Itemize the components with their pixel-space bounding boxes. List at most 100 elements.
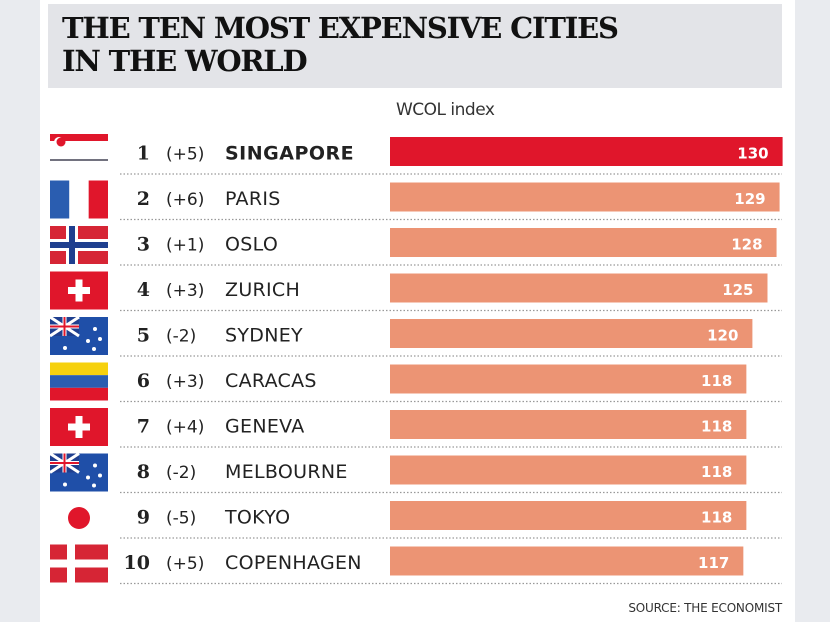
flag-part [68, 423, 90, 431]
flag-part [50, 180, 70, 219]
bar [390, 182, 780, 212]
rank-change-label: (+4) [166, 418, 204, 438]
rank-label: 8 [137, 461, 150, 483]
city-label: SYDNEY [225, 325, 303, 347]
rank-change-label: (-5) [166, 509, 196, 529]
flag-star [86, 339, 90, 343]
norway-flag-icon [50, 226, 108, 264]
singapore-flag-icon [50, 134, 108, 161]
france-flag-icon [50, 180, 108, 219]
bar [390, 273, 768, 303]
flag-star [92, 483, 96, 488]
bar [390, 319, 753, 348]
rank-change-label: (+6) [166, 190, 204, 210]
rank-change-label: (-2) [166, 463, 196, 483]
rank-change-label: (+5) [166, 554, 204, 574]
city-label: CARACAS [225, 370, 317, 392]
bar [390, 410, 747, 439]
value-label: 130 [737, 145, 768, 163]
value-label: 125 [722, 281, 753, 299]
row-copenhagen: 10 (+5) COPENHAGEN 117 [50, 544, 782, 585]
flag-star [93, 327, 97, 331]
flag-star [92, 347, 96, 351]
value-label: 118 [701, 509, 732, 527]
bar [390, 137, 783, 166]
australia-flag-icon [49, 452, 108, 492]
flag-star [63, 482, 67, 487]
rank-label: 10 [124, 552, 150, 574]
flag-star [98, 473, 102, 478]
denmark-flag-icon [50, 544, 108, 583]
row-sydney: 5 (-2) SYDNEY 120 [49, 315, 782, 357]
flag-part [56, 137, 66, 147]
rank-label: 5 [137, 325, 150, 347]
flag-part [88, 180, 108, 219]
row-caracas: 6 (+3) CARACAS 118 [50, 362, 782, 403]
flag-part [69, 180, 89, 219]
flag-part [68, 507, 90, 529]
rank-change-label: (+1) [166, 236, 204, 256]
row-geneva: 7 (+4) GENEVA 118 [50, 408, 782, 448]
row-singapore: 1 (+5) SINGAPORE 130 [50, 134, 783, 175]
flag-part [50, 462, 79, 464]
flag-part [50, 375, 108, 388]
flag-part [50, 134, 108, 141]
city-label: TOKYO [224, 507, 290, 529]
flag-part [50, 559, 108, 568]
bar [390, 228, 777, 257]
row-paris: 2 (+6) PARIS 129 [50, 180, 782, 221]
rank-label: 1 [137, 143, 150, 165]
city-label: SINGAPORE [225, 143, 354, 165]
flag-part [50, 387, 108, 401]
rank-change-label: (+3) [166, 281, 204, 301]
flag-star [86, 475, 90, 480]
rank-change-label: (+3) [166, 372, 204, 392]
rank-label: 2 [137, 188, 150, 210]
bar [390, 546, 744, 576]
city-label: OSLO [225, 234, 278, 256]
rank-label: 7 [137, 416, 150, 438]
value-label: 118 [701, 463, 732, 481]
chart-title: THE TEN MOST EXPENSIVE CITIES IN THE WOR… [62, 11, 619, 78]
city-label: PARIS [225, 188, 281, 210]
rank-label: 3 [137, 234, 150, 256]
switzerland-flag-icon [50, 271, 108, 310]
australia-flag-icon [49, 315, 108, 355]
switzerland-flag-icon [50, 408, 108, 446]
city-label: ZURICH [225, 279, 300, 301]
row-zurich: 4 (+3) ZURICH 125 [50, 271, 782, 312]
flag-part [50, 325, 79, 328]
flag-star [98, 337, 102, 341]
rank-label: 9 [137, 507, 150, 529]
source-note: SOURCE: THE ECONOMIST [628, 601, 782, 615]
value-label: 129 [734, 190, 765, 208]
value-label: 128 [731, 236, 762, 254]
value-label: 120 [707, 327, 738, 345]
title-box: THE TEN MOST EXPENSIVE CITIES IN THE WOR… [48, 4, 782, 88]
value-axis-label: WCOL index [396, 100, 495, 120]
value-label: 117 [698, 554, 729, 572]
venezuela-flag-icon [50, 362, 108, 401]
japan-flag-icon [68, 507, 90, 529]
rank-label: 6 [137, 370, 150, 392]
flag-star [63, 346, 67, 350]
city-label: COPENHAGEN [225, 552, 362, 574]
flag-part [68, 287, 90, 294]
rank-change-label: (+5) [166, 145, 204, 165]
city-label: MELBOURNE [225, 461, 348, 483]
bar [390, 501, 747, 530]
value-label: 118 [701, 372, 732, 390]
flag-star [93, 463, 97, 468]
value-label: 118 [701, 418, 732, 436]
flag-part [50, 141, 108, 148]
row-melbourne: 8 (-2) MELBOURNE 118 [49, 452, 782, 494]
city-label: GENEVA [225, 416, 305, 438]
bar [390, 455, 747, 485]
row-tokyo: 9 (-5) TOKYO 118 [68, 501, 782, 539]
flag-part [50, 362, 108, 376]
flag-part [50, 242, 108, 248]
rank-label: 4 [137, 279, 150, 301]
bar [390, 364, 747, 394]
row-oslo: 3 (+1) OSLO 128 [50, 226, 782, 266]
